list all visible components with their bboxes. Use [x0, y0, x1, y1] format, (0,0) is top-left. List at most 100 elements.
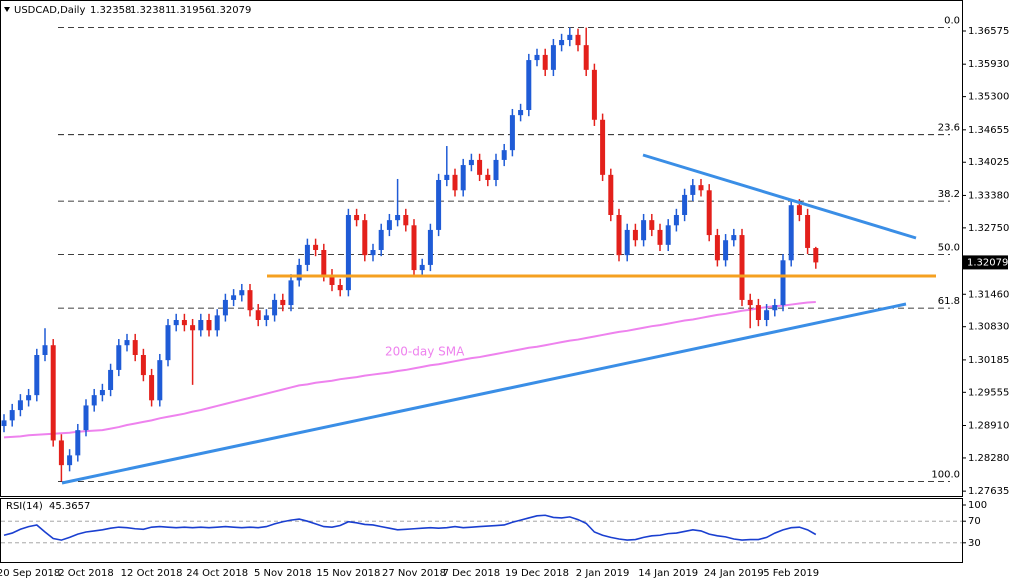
y-tick-label: 100: [968, 500, 987, 511]
x-tick-label: 2 Oct 2018: [58, 568, 113, 579]
candle-body: [723, 240, 729, 261]
candle-body: [345, 215, 351, 291]
fib-label: 0.0: [944, 16, 960, 27]
candle-body: [58, 440, 64, 466]
candle-body: [321, 250, 327, 276]
rsi-value: 45.3657: [49, 501, 90, 512]
sma-line: [3, 300, 816, 439]
candle-body: [280, 299, 286, 306]
quote-high: 1.32381: [130, 5, 171, 16]
x-tick-label: 7 Dec 2018: [443, 568, 501, 579]
candle-body: [83, 405, 89, 431]
x-tick-label: 24 Jan 2019: [704, 568, 764, 579]
candle-body: [698, 185, 704, 191]
sma-label: 200-day SMA: [385, 345, 465, 359]
candle-body: [591, 69, 597, 120]
x-tick-label: 27 Nov 2018: [382, 568, 446, 579]
fib-label: 100.0: [931, 470, 960, 481]
candle-body: [739, 235, 745, 300]
candle-body: [157, 360, 163, 401]
candle-body: [444, 174, 450, 180]
candle-body: [124, 340, 130, 346]
y-tick-label: 1.30830: [968, 322, 1009, 333]
candle-body: [419, 264, 425, 271]
candle-body: [632, 229, 638, 241]
candle-body: [304, 244, 310, 265]
price-panel-frame: [0, 0, 963, 497]
candle-body: [108, 369, 114, 390]
candle-body: [427, 229, 433, 265]
candle-body: [378, 229, 384, 250]
candle-body: [198, 320, 204, 331]
candle-body: [805, 215, 811, 248]
candle-body: [624, 229, 630, 256]
y-tick-label: 1.28280: [968, 453, 1009, 464]
x-tick-label: 24 Oct 2018: [186, 568, 248, 579]
candle-body: [682, 194, 688, 215]
y-tick-label: 30: [968, 538, 981, 549]
candle-body: [34, 355, 40, 396]
candle-body: [411, 225, 417, 271]
candle-body: [288, 280, 294, 306]
candle-body: [272, 299, 278, 316]
candle-body: [116, 345, 122, 370]
candle-body: [255, 310, 261, 320]
price-tag-label: 1.32079: [967, 257, 1008, 268]
candle-body: [485, 174, 491, 180]
candle-body: [550, 45, 556, 70]
candle-body: [403, 215, 409, 226]
candle-body: [190, 325, 196, 331]
candle-body: [665, 225, 671, 245]
y-tick-label: 70: [968, 516, 981, 527]
x-tick-label: 15 Nov 2018: [316, 568, 380, 579]
price-tag: [963, 255, 1008, 270]
x-tick-label: 5 Nov 2018: [254, 568, 312, 579]
quote-close: 1.32079: [210, 5, 251, 16]
candle-body: [386, 220, 392, 230]
candle-body: [42, 345, 48, 355]
candle-body: [780, 260, 786, 306]
candle-body: [600, 119, 606, 175]
candle-body: [165, 325, 171, 361]
candle-body: [181, 320, 187, 326]
candle-body: [509, 115, 515, 151]
rising-trendline: [61, 302, 907, 485]
y-tick-label: 1.28910: [968, 421, 1009, 432]
candle-body: [452, 174, 458, 191]
candle-body: [583, 45, 589, 70]
x-tick-label: 14 Jan 2019: [638, 568, 698, 579]
candle-body: [370, 250, 376, 256]
candle-body: [772, 305, 778, 311]
candle-body: [26, 395, 32, 401]
candle-body: [813, 248, 819, 263]
candle-body: [764, 310, 770, 320]
candle-body: [747, 299, 753, 306]
candle-body: [714, 235, 720, 261]
plot-layer: 1.36575 1.35930 1.35300 1.34655 1.34025 1.333…: [0, 16, 1009, 579]
y-tick-label: 1.36575: [968, 26, 1009, 37]
candle-body: [436, 180, 442, 230]
candle-body: [149, 375, 155, 401]
y-tick-label: 1.35930: [968, 59, 1009, 70]
candle-body: [460, 165, 466, 191]
x-tick-label: 5 Feb 2019: [763, 568, 819, 579]
candle-body: [493, 159, 499, 180]
candle-body: [222, 299, 228, 316]
candle-body: [755, 305, 761, 320]
candle-body: [641, 220, 647, 241]
rsi-panel-frame: [0, 498, 963, 563]
candle-body: [706, 190, 712, 236]
candle-body: [673, 215, 679, 226]
candle-body: [796, 205, 802, 215]
candle-body: [608, 174, 614, 215]
x-tick-label: 2 Jan 2019: [576, 568, 630, 579]
candle-body: [567, 34, 573, 40]
y-tick-label: 1.29555: [968, 387, 1009, 398]
y-tick-label: 1.32750: [968, 223, 1009, 234]
fib-label: 50.0: [938, 243, 960, 254]
candle-body: [247, 290, 253, 311]
candle-body: [9, 410, 15, 421]
candle-body: [206, 320, 212, 331]
candle-body: [542, 54, 548, 70]
x-tick-label: 12 Oct 2018: [121, 568, 183, 579]
